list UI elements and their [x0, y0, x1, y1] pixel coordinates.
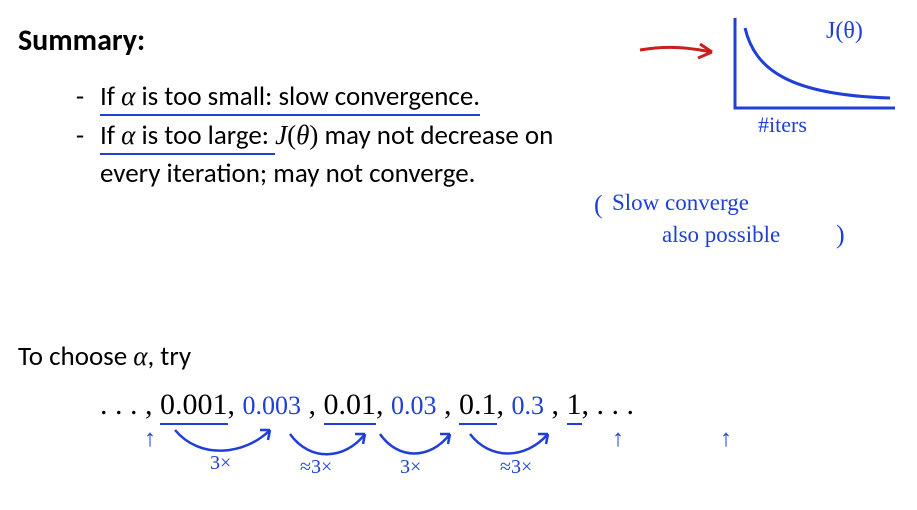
text: To choose	[18, 340, 133, 373]
text: is too large:	[135, 119, 275, 152]
text: may not decrease on	[318, 119, 553, 152]
hw-3x: ≈3×	[300, 456, 332, 479]
choose-line: To choose α, try	[18, 340, 191, 373]
comma: ,	[444, 388, 452, 422]
bullet-1: - If α is too small: slow convergence.	[60, 78, 620, 115]
bullet-2: - If α is too large: J(θ) may not decrea…	[60, 117, 620, 192]
alpha-symbol: α	[121, 120, 135, 150]
hw-paren-open: (	[594, 190, 603, 220]
val-01: 0.01	[324, 388, 377, 425]
bullet-marker: -	[60, 117, 100, 154]
comma: ,	[552, 388, 560, 422]
comma: ,	[309, 388, 317, 422]
hw-val-003: 0.03	[391, 391, 437, 421]
bullet-marker: -	[60, 78, 100, 115]
val-1: 1	[567, 388, 582, 425]
hw-slow-2: also possible	[662, 222, 780, 248]
dots: . . . ,	[100, 388, 153, 422]
hw-3x: 3×	[210, 452, 231, 475]
comma: ,	[228, 388, 236, 422]
hw-arrow-up: ↑	[144, 426, 156, 453]
comma: ,	[497, 388, 505, 422]
val-1t: 0.1	[459, 388, 497, 425]
hw-paren-close: )	[836, 220, 845, 250]
text: If	[100, 119, 121, 152]
hw-3x: ≈3×	[500, 456, 532, 479]
dots: . . .	[597, 388, 635, 422]
hw-iters: #iters	[758, 112, 807, 138]
text: is too small: slow convergence.	[135, 80, 480, 113]
hw-val-0003: 0.003	[243, 391, 302, 421]
hw-jtheta: J(θ)	[826, 18, 863, 45]
bullet-list: - If α is too small: slow convergence. -…	[60, 78, 620, 194]
paren: (	[287, 120, 296, 150]
page-title: Summary:	[18, 22, 145, 59]
text: , try	[147, 340, 191, 373]
alpha-symbol: α	[121, 81, 135, 111]
comma: ,	[582, 388, 590, 422]
val-001: 0.001	[160, 388, 228, 425]
text: If	[100, 80, 121, 113]
hw-slow-1: Slow converge	[612, 190, 749, 216]
alpha-values: . . . , 0.001, 0.003 , 0.01, 0.03 , 0.1,…	[100, 388, 880, 425]
hw-3x: 3×	[400, 456, 421, 479]
hw-val-03: 0.3	[512, 391, 545, 421]
alpha-symbol: α	[133, 341, 147, 371]
comma: ,	[376, 388, 384, 422]
hw-arrow-up: ↑	[720, 426, 732, 453]
theta-symbol: θ	[296, 120, 309, 150]
text: every iteration; may not converge.	[100, 157, 475, 190]
paren: )	[309, 120, 318, 150]
hw-arrow-up: ↑	[612, 426, 624, 453]
j-symbol: J	[275, 120, 287, 150]
annotation-overlay	[0, 0, 917, 510]
